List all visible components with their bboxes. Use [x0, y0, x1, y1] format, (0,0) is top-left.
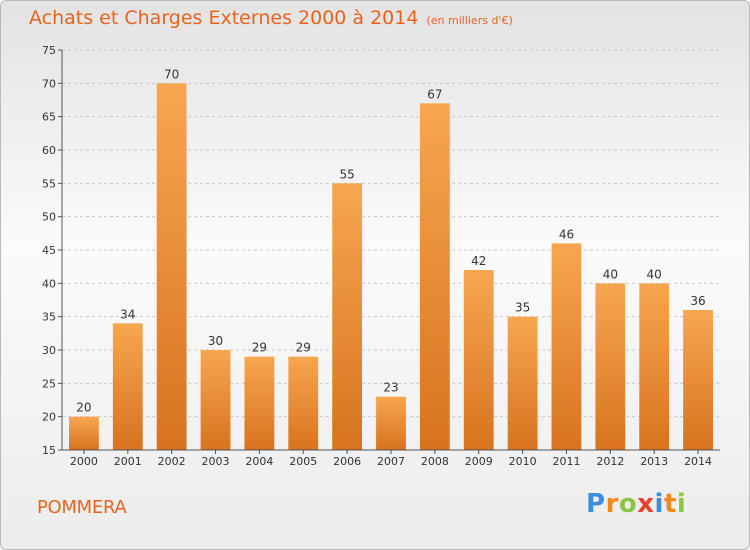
logo-letter: i — [654, 489, 664, 519]
bar — [419, 103, 450, 450]
data-label: 55 — [339, 167, 354, 181]
bar — [332, 183, 363, 451]
data-label: 36 — [690, 294, 705, 308]
data-label: 46 — [559, 227, 574, 241]
logo-letter: o — [618, 489, 638, 519]
logo-letter: x — [637, 489, 655, 519]
x-tick-label: 2008 — [421, 455, 449, 468]
y-tick-label: 50 — [42, 211, 56, 224]
bar — [376, 396, 406, 450]
y-tick-label: 35 — [42, 311, 56, 324]
data-label: 29 — [252, 341, 267, 355]
y-tick-label: 70 — [42, 77, 56, 90]
bar — [683, 310, 713, 450]
logo-letter: P — [586, 489, 606, 519]
x-tick-label: 2005 — [289, 455, 317, 468]
data-label: 40 — [603, 267, 618, 281]
y-tick-label: 40 — [42, 277, 56, 290]
x-tick-label: 2011 — [552, 455, 580, 468]
y-tick-label: 30 — [42, 344, 56, 357]
logo-letter: r — [605, 489, 619, 519]
data-label: 23 — [383, 381, 398, 395]
y-tick-label: 75 — [42, 44, 56, 57]
y-tick-label: 60 — [42, 144, 56, 157]
bar — [156, 83, 187, 450]
x-tick-label: 2009 — [465, 455, 493, 468]
proxiti-logo: Proxiti — [586, 489, 686, 519]
bar — [463, 270, 494, 450]
data-label: 40 — [647, 267, 662, 281]
x-tick-label: 2014 — [684, 455, 712, 468]
x-tick-label: 2004 — [245, 455, 273, 468]
x-tick-label: 2001 — [114, 455, 142, 468]
y-tick-label: 55 — [42, 177, 56, 190]
bar — [507, 316, 538, 450]
commune-name: POMMERA — [37, 497, 127, 518]
data-label: 35 — [515, 301, 530, 315]
x-tick-label: 2003 — [202, 455, 230, 468]
unit-note: (en milliers d'€) — [426, 14, 513, 27]
logo-letter: t — [663, 489, 677, 519]
data-label: 20 — [76, 401, 91, 415]
y-tick-label: 45 — [42, 244, 56, 257]
y-tick-label: 15 — [42, 444, 56, 457]
data-label: 30 — [208, 334, 223, 348]
bar — [288, 356, 319, 450]
bar — [200, 350, 231, 450]
bar — [112, 323, 143, 450]
data-label: 67 — [427, 87, 442, 101]
bar — [639, 283, 670, 450]
y-tick-label: 65 — [42, 111, 56, 124]
x-tick-label: 2000 — [70, 455, 98, 468]
data-label: 70 — [164, 67, 179, 81]
bar — [595, 283, 626, 450]
x-tick-label: 2013 — [640, 455, 668, 468]
x-tick-label: 2006 — [333, 455, 361, 468]
bar — [551, 243, 582, 450]
data-label: 29 — [296, 341, 311, 355]
chart-title: Achats et Charges Externes 2000 à 2014 (e… — [29, 7, 513, 29]
bar — [69, 416, 99, 450]
data-label: 42 — [471, 254, 486, 268]
x-tick-label: 2010 — [509, 455, 537, 468]
x-tick-label: 2002 — [158, 455, 186, 468]
logo-letter: i — [676, 489, 687, 519]
data-label: 34 — [120, 307, 135, 321]
bar — [244, 356, 275, 450]
y-tick-label: 25 — [42, 377, 56, 390]
x-tick-label: 2007 — [377, 455, 405, 468]
x-tick-label: 2012 — [596, 455, 624, 468]
y-tick-label: 20 — [42, 411, 56, 424]
